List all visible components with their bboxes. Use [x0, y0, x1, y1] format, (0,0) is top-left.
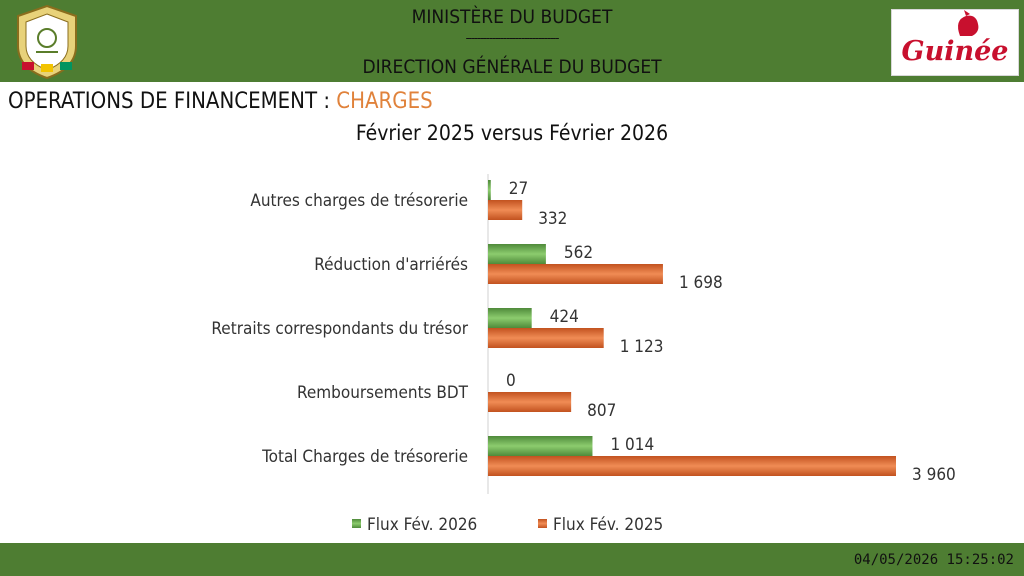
- ministry-name: MINISTÈRE DU BUDGET: [411, 6, 613, 28]
- data-label-2025: 1 698: [679, 273, 723, 293]
- bar-2025: [488, 392, 572, 412]
- directorate-name: DIRECTION GÉNÉRALE DU BUDGET: [362, 56, 662, 78]
- header-separator: --------------------------------: [465, 31, 560, 45]
- data-label-2026: 1 014: [610, 435, 654, 455]
- data-label-2026: 562: [564, 243, 593, 263]
- category-label: Autres charges de trésorerie: [250, 191, 468, 211]
- page-title: OPERATIONS DE FINANCEMENT : CHARGES: [8, 89, 433, 114]
- data-label-2026: 27: [509, 179, 528, 199]
- header-bar: MINISTÈRE DU BUDGET --------------------…: [0, 0, 1024, 82]
- data-label-2025: 332: [538, 209, 567, 229]
- title-accent: CHARGES: [336, 89, 433, 114]
- data-label-2025: 1 123: [620, 337, 664, 357]
- data-label-2025: 807: [587, 401, 616, 421]
- legend-label-2026: Flux Fév. 2026: [367, 515, 477, 535]
- brand-logo-text: Guinée: [901, 36, 1009, 67]
- footer-bar: [0, 543, 1024, 576]
- data-label-2026: 0: [506, 371, 516, 391]
- category-label: Réduction d'arriérés: [314, 255, 468, 275]
- page-subtitle: Février 2025 versus Février 2026: [355, 121, 669, 145]
- data-label-2025: 3 960: [912, 465, 956, 485]
- brand-logo: Guinée: [891, 9, 1019, 76]
- bar-2025: [488, 264, 663, 284]
- legend-swatch-2026: [352, 519, 361, 528]
- bar-2025: [488, 200, 523, 220]
- bar-2026: [488, 244, 546, 264]
- bar-2025: [488, 456, 896, 476]
- legend-label-2025: Flux Fév. 2025: [553, 515, 663, 535]
- legend-swatch-2025: [538, 519, 547, 528]
- timestamp: 04/05/2026 15:25:02: [853, 552, 1014, 568]
- bar-2026: [488, 180, 491, 200]
- bar-2026: [488, 436, 593, 456]
- data-label-2026: 424: [550, 307, 579, 327]
- bar-2026: [488, 308, 532, 328]
- bar-2025: [488, 328, 604, 348]
- category-label: Retraits correspondants du trésor: [211, 319, 468, 339]
- rooster-icon: [958, 10, 979, 36]
- title-main: OPERATIONS DE FINANCEMENT :: [8, 89, 337, 114]
- category-label: Total Charges de trésorerie: [261, 447, 468, 467]
- coat-of-arms-icon: [17, 4, 77, 80]
- category-label: Remboursements BDT: [297, 383, 469, 403]
- bar-chart: Autres charges de trésorerie 27 332 Réducti…: [211, 174, 956, 535]
